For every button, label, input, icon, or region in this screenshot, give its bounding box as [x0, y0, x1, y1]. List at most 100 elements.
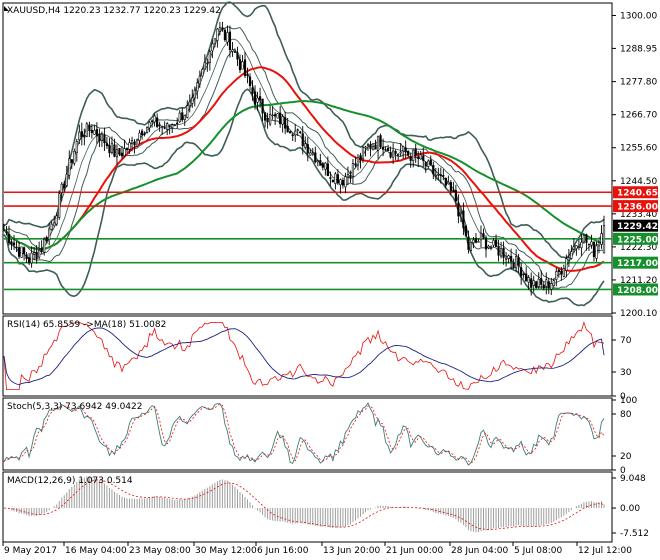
- candle-body: [163, 127, 166, 129]
- collapse-arrow-icon[interactable]: [4, 6, 9, 11]
- candle-body: [100, 133, 104, 141]
- time-tick-label: 21 Jun 00:00: [386, 546, 443, 556]
- candle-body: [75, 141, 78, 154]
- candle-body: [266, 118, 269, 123]
- candle-body: [2, 229, 6, 232]
- candle-body: [535, 281, 538, 288]
- candle-body: [457, 202, 460, 217]
- candle-body: [452, 189, 455, 192]
- candle-body: [545, 279, 548, 287]
- time-tick-label: 30 May 12:00: [195, 546, 257, 556]
- candle-body: [156, 117, 159, 127]
- candle-body: [216, 28, 219, 41]
- stoch-axis: 100 80 20 0: [612, 396, 637, 476]
- candle-body: [306, 144, 309, 154]
- stoch-d-line: [3, 403, 605, 464]
- candle-body: [417, 156, 420, 159]
- candle-body: [412, 149, 415, 162]
- candle-body: [248, 76, 252, 86]
- price-tick-label: 1266.70: [620, 111, 657, 121]
- candle-body: [135, 139, 139, 147]
- rsi-tick-label: 30: [620, 368, 632, 378]
- candle-body: [299, 131, 302, 133]
- candle-body: [123, 148, 126, 156]
- candle-body: [517, 257, 520, 266]
- candle-body: [218, 27, 221, 32]
- candle-body: [256, 97, 259, 103]
- bollinger-upper-outer: [3, 1, 605, 259]
- candle-body: [296, 129, 299, 131]
- candle-body: [196, 82, 199, 92]
- macd-signal-line: [4, 479, 605, 531]
- candle-body: [354, 163, 357, 166]
- candle-body: [484, 237, 488, 250]
- level-tag-label: 1240.65: [617, 189, 658, 199]
- candle-body: [193, 89, 196, 99]
- candle-body: [181, 112, 184, 121]
- price-tick-label: 1277.80: [620, 78, 657, 88]
- candle-body: [261, 98, 264, 114]
- rsi-axis: 70 30 0: [612, 336, 632, 402]
- price-tick-label: 1233.40: [620, 210, 657, 220]
- candle-body: [258, 96, 262, 101]
- time-tick-label: 5 Jul 08:00: [514, 546, 563, 556]
- macd-tick-label: 0.00: [620, 504, 640, 514]
- macd-tick-label: -7.512: [620, 529, 649, 539]
- candle-body: [585, 234, 588, 243]
- candle-body: [171, 124, 174, 128]
- stoch-tick-label: 20: [620, 452, 632, 462]
- candle-body: [271, 114, 274, 117]
- candle-body: [577, 246, 580, 248]
- rsi-panel-title: RSI(14) 65.8559 ->MA(18) 51.0082: [7, 320, 166, 330]
- level-tag-label: 1208.00: [617, 286, 658, 296]
- candle-body: [532, 280, 535, 286]
- macd-panel-frame: [2, 471, 613, 543]
- candle-body: [40, 247, 43, 253]
- time-tick-label: 6 Jun 16:00: [257, 546, 309, 556]
- candle-body: [78, 131, 81, 141]
- candle-body: [22, 247, 26, 254]
- macd-tick-label: 9.048: [620, 474, 646, 484]
- candle-body: [48, 228, 51, 240]
- candle-body: [422, 155, 425, 161]
- candle-body: [294, 130, 297, 136]
- candle-body: [366, 144, 370, 147]
- candle-body: [206, 62, 209, 65]
- candle-body: [108, 145, 111, 154]
- candle-body: [462, 210, 465, 229]
- candle-body: [414, 148, 417, 156]
- bollinger-lower-outer: [3, 88, 605, 307]
- time-axis: 9 May 2017 16 May 04:00 23 May 08:00 30 May…: [2, 542, 632, 556]
- candle-body: [201, 69, 204, 77]
- candle-body: [166, 123, 169, 130]
- level-tag-label: 1229.42: [617, 222, 658, 232]
- candle-body: [251, 87, 254, 94]
- candle-body: [447, 181, 450, 185]
- candle-body: [341, 180, 345, 186]
- stoch-tick-label: 100: [620, 396, 637, 406]
- candle-body: [424, 162, 427, 167]
- candle-body: [93, 130, 96, 135]
- candle-body: [552, 280, 555, 286]
- candle-body: [371, 145, 375, 151]
- candle-body: [50, 223, 53, 230]
- candle-body: [183, 115, 186, 120]
- candle-body: [279, 112, 282, 125]
- candle-body: [17, 247, 21, 257]
- macd-indicator: [4, 476, 605, 533]
- candle-body: [515, 256, 518, 269]
- candle-body: [537, 278, 540, 287]
- level-tags: 1240.65 1236.00 1229.42 1225.00 1217.00 1208.…: [613, 186, 658, 296]
- candle-body: [361, 146, 365, 160]
- macd-panel-title: MACD(12,26,9) 1.073 0.514: [7, 476, 133, 486]
- candle-body: [289, 131, 292, 134]
- candle-body: [359, 155, 362, 160]
- candle-body: [311, 152, 314, 155]
- candle-body: [592, 241, 596, 257]
- candle-body: [479, 232, 483, 241]
- candle-body: [469, 241, 473, 251]
- candle-body: [429, 159, 432, 165]
- price-candles: [2, 21, 606, 296]
- candle-body: [85, 123, 88, 137]
- candle-body: [464, 225, 468, 237]
